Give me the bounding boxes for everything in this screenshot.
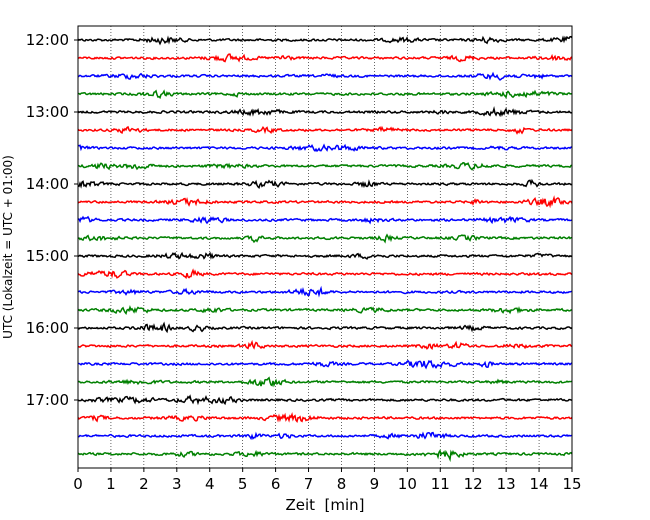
trace-1415 xyxy=(77,195,573,209)
trace-1445 xyxy=(77,233,573,244)
trace-1400 xyxy=(77,178,573,190)
trace-1430 xyxy=(77,215,573,225)
trace-1215 xyxy=(77,53,573,63)
trace-1645 xyxy=(77,376,573,388)
trace-1530 xyxy=(77,285,573,298)
x-tick-label: 8 xyxy=(337,475,347,493)
y-tick-label: 16:00 xyxy=(26,319,69,337)
x-tick-label: 3 xyxy=(172,475,182,493)
trace-1230 xyxy=(77,71,573,81)
y-tick-label: 17:00 xyxy=(26,391,69,409)
x-tick-label: 11 xyxy=(431,475,450,493)
trace-1330 xyxy=(77,143,573,153)
y-axis: 12:00 13:00 14:00 15:00 16:00 17:00 xyxy=(26,31,78,409)
x-tick-label: 14 xyxy=(530,475,549,493)
plot-frame xyxy=(77,25,573,469)
x-tick-label: 5 xyxy=(238,475,248,493)
trace-1545 xyxy=(77,305,573,315)
traces xyxy=(77,35,573,463)
x-tick-label: 10 xyxy=(398,475,417,493)
y-tick-label: 15:00 xyxy=(26,247,69,265)
y-axis-label: UTC (Lokalzeit = UTC + 01:00) xyxy=(1,155,15,339)
trace-1600 xyxy=(77,321,573,334)
trace-1515 xyxy=(77,268,573,280)
trace-1715 xyxy=(77,411,573,423)
x-tick-label: 15 xyxy=(562,475,581,493)
trace-1300 xyxy=(77,106,573,118)
trace-1730 xyxy=(77,431,573,441)
x-tick-label: 9 xyxy=(370,475,380,493)
x-tick-label: 13 xyxy=(497,475,516,493)
trace-1615 xyxy=(77,339,573,350)
y-tick-label: 12:00 xyxy=(26,31,69,49)
x-tick-label: 7 xyxy=(304,475,314,493)
trace-1700 xyxy=(77,394,573,406)
y-tick-label: 13:00 xyxy=(26,103,69,121)
trace-1345 xyxy=(77,161,573,171)
trace-1200 xyxy=(77,35,573,46)
x-tick-label: 1 xyxy=(106,475,116,493)
x-axis-label: Zeit [min] xyxy=(285,496,364,514)
x-tick-label: 2 xyxy=(139,475,149,493)
x-tick-label: 0 xyxy=(73,475,83,493)
x-axis: 0 1 2 3 4 5 6 7 8 9 10 11 12 13 14 15 xyxy=(73,468,582,493)
trace-1630 xyxy=(77,359,573,370)
x-tick-label: 12 xyxy=(464,475,483,493)
x-tick-label: 4 xyxy=(205,475,215,493)
x-tick-label: 6 xyxy=(271,475,281,493)
trace-1245 xyxy=(77,89,573,100)
trace-1500 xyxy=(77,251,573,260)
trace-1315 xyxy=(77,125,573,135)
y-tick-label: 14:00 xyxy=(26,175,69,193)
trace-1745 xyxy=(77,449,573,463)
